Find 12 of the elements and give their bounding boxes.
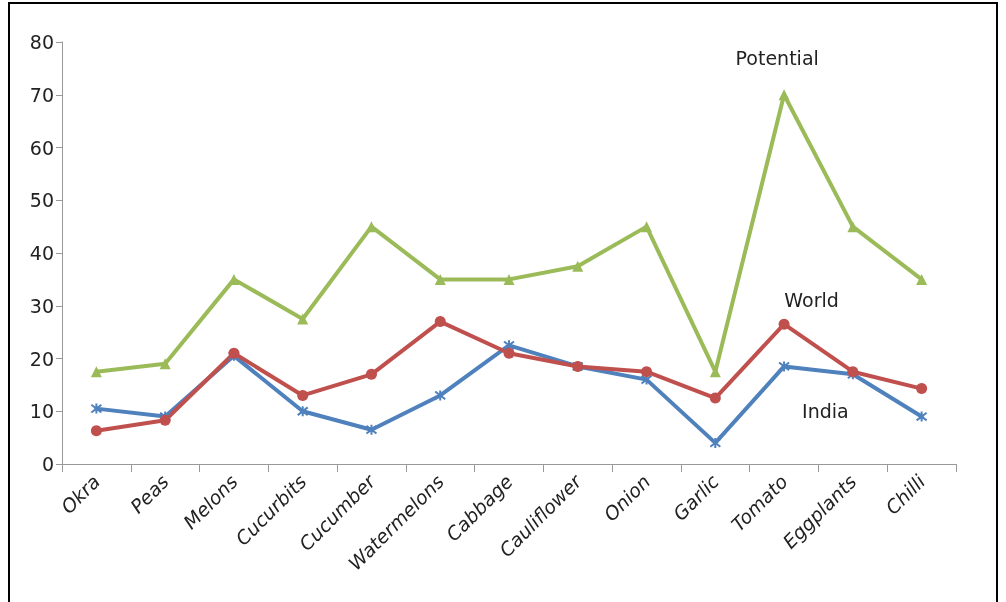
y-tick-label: 60 xyxy=(29,136,54,159)
series-label: World xyxy=(784,289,839,312)
y-tick-label: 10 xyxy=(29,400,54,423)
series-label: Potential xyxy=(735,46,819,69)
series-label: India xyxy=(802,400,849,423)
y-tick-label: 70 xyxy=(29,83,54,106)
y-tick-label: 40 xyxy=(29,242,54,264)
y-tick-label: 50 xyxy=(29,189,54,212)
y-tick-label: 30 xyxy=(29,294,54,317)
y-tick-label: 0 xyxy=(41,453,54,475)
y-tick-label: 20 xyxy=(29,347,54,370)
y-tick-label: 80 xyxy=(29,31,54,53)
